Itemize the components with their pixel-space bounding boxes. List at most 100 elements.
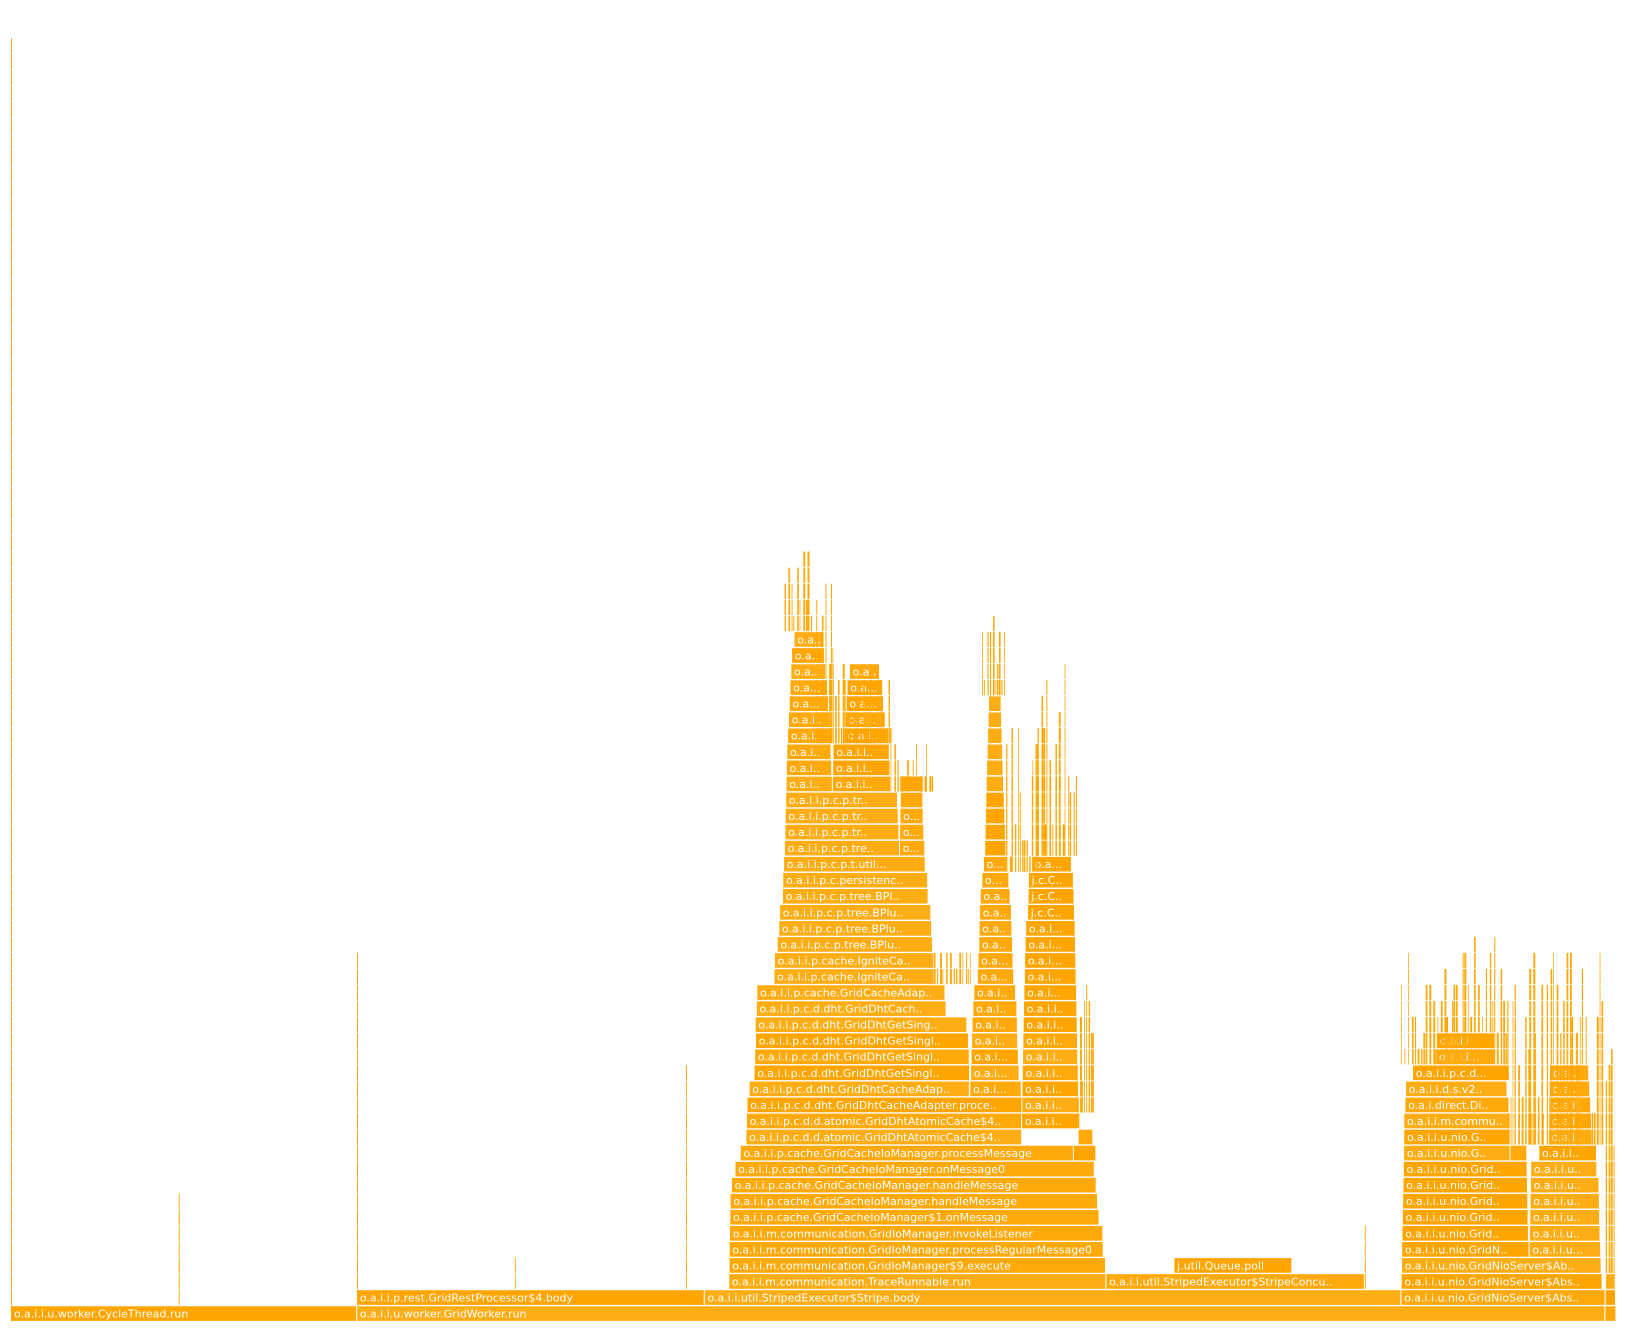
flame-frame-rect[interactable]	[979, 904, 1012, 921]
flame-frame[interactable]: o.a.i..	[785, 775, 833, 792]
flame-frame[interactable]: o.a.i.i.p.c.d.d.atomic.GridDhtAtomicCach…	[745, 1129, 1022, 1145]
flame-frame[interactable]: o.a.i...	[1023, 984, 1077, 1001]
flame-frame-rect[interactable]	[970, 1064, 1020, 1081]
flame-frame-rect[interactable]	[1538, 1145, 1597, 1161]
flame-frame[interactable]: o.a.i.i.p.c.p.tr..	[785, 808, 899, 824]
flame-frame[interactable]: o.a.i.i.p.cache.IgniteCa..	[773, 968, 935, 985]
flame-frame-rect[interactable]	[730, 1193, 1098, 1210]
flame-frame[interactable]	[1078, 1129, 1093, 1145]
flame-frame-rect[interactable]	[985, 808, 1005, 824]
flame-frame-rect[interactable]	[731, 1177, 1097, 1194]
flame-frame[interactable]: o.a.i.i.u.nio.Grid..	[1403, 1161, 1528, 1178]
flame-frame-rect[interactable]	[1022, 1032, 1078, 1049]
flame-frame-rect[interactable]	[971, 1016, 1018, 1033]
flame-frame[interactable]: o.a.i.direct.Di..	[1404, 1097, 1510, 1113]
flame-frame-rect[interactable]	[832, 743, 890, 760]
flame-frame[interactable]: o.a...	[977, 952, 1014, 969]
flame-frame-rect[interactable]	[728, 1273, 1106, 1290]
flame-frame-rect[interactable]	[1401, 1241, 1530, 1258]
flame-frame[interactable]: o...	[899, 840, 925, 857]
flame-frame[interactable]: o.a.i.i.p.c.p.t.util...	[783, 856, 926, 873]
flame-frame[interactable]: o.a.i.i.p.cache.GridCacheIoManager.proce…	[740, 1145, 1074, 1161]
flame-frame-rect[interactable]	[754, 1048, 970, 1065]
flame-frame[interactable]: o.a.i.i..	[1538, 1145, 1597, 1161]
flame-frame-rect[interactable]	[756, 984, 946, 1001]
flame-frame-rect[interactable]	[1509, 1145, 1527, 1161]
flame-frame[interactable]	[987, 727, 1003, 744]
flame-frame[interactable]: j.util.Queue.poll	[1173, 1257, 1292, 1274]
flame-frame[interactable]: o.a.i.i.p.c.d.dht.GridDhtGetSingl..	[754, 1048, 970, 1065]
flame-frame[interactable]: o.a.i.i.p.c.p.tree.BPlu..	[777, 936, 933, 953]
flame-frame[interactable]: o.a.i.i..	[1023, 1016, 1078, 1033]
flame-frame-rect[interactable]	[1105, 1273, 1365, 1290]
flame-frame-rect[interactable]	[984, 840, 1007, 857]
flame-frame[interactable]: o.a.i.i.p.c.d.dht.GridDhtGetSingl..	[755, 1032, 969, 1049]
flame-frame-rect[interactable]	[987, 727, 1003, 744]
flame-frame-rect[interactable]	[1529, 1193, 1600, 1210]
flame-frame[interactable]: o...	[983, 856, 1008, 873]
flame-frame-rect[interactable]	[985, 792, 1005, 808]
flame-frame[interactable]	[986, 759, 1004, 776]
flame-frame-rect[interactable]	[1604, 1305, 1616, 1322]
flame-frame-rect[interactable]	[1022, 1048, 1078, 1065]
flame-frame-rect[interactable]	[970, 1048, 1019, 1065]
flame-frame[interactable]	[1604, 1305, 1616, 1322]
flame-frame-rect[interactable]	[832, 759, 891, 776]
flame-frame-rect[interactable]	[1403, 1145, 1511, 1161]
flame-frame[interactable]: o.a.i.i.u.nio.G..	[1403, 1129, 1510, 1145]
flame-frame[interactable]: o.a.i...	[969, 1080, 1022, 1097]
flame-frame-rect[interactable]	[1022, 1064, 1079, 1081]
flame-frame[interactable]	[984, 840, 1007, 857]
flame-frame-rect[interactable]	[1031, 856, 1072, 873]
flame-frame[interactable]: o...	[899, 824, 924, 841]
flame-frame[interactable]: o.a.i..	[786, 743, 832, 760]
flame-frame[interactable]: o.a.i.i.m.communication.GridIoManager$9.…	[728, 1257, 1106, 1274]
flame-frame[interactable]: o.a.i.i..	[1021, 1113, 1080, 1129]
flame-frame[interactable]: o.a.i.i.p.c.persistenc..	[782, 872, 928, 889]
flame-frame-rect[interactable]	[987, 711, 1002, 728]
flame-frame[interactable]: o.a.i.i.u..	[1530, 1161, 1597, 1178]
flame-frame[interactable]: o.a..	[978, 920, 1013, 937]
flame-frame[interactable]	[900, 775, 923, 792]
flame-frame-rect[interactable]	[972, 1000, 1017, 1017]
flame-frame[interactable]: o.a.i.i.u.worker.CycleThread.run	[10, 1305, 357, 1322]
flame-frame-rect[interactable]	[1402, 1193, 1528, 1210]
flame-frame-rect[interactable]	[981, 872, 1009, 889]
flame-frame-rect[interactable]	[1021, 1113, 1080, 1129]
flame-frame[interactable]	[987, 743, 1003, 760]
flame-frame[interactable]: o.a..	[978, 936, 1013, 953]
flame-frame[interactable]: o.a.i.i.u.worker.GridWorker.run	[356, 1305, 1605, 1322]
flame-frame-rect[interactable]	[986, 759, 1004, 776]
flame-frame[interactable]: o.a.i.i.u.nio.G..	[1403, 1145, 1511, 1161]
flame-frame-rect[interactable]	[899, 840, 925, 857]
flame-frame-rect[interactable]	[1412, 1064, 1510, 1081]
flame-frame-rect[interactable]	[356, 1305, 1605, 1322]
flame-frame-rect[interactable]	[773, 968, 935, 985]
flame-frame[interactable]: o.a...	[977, 968, 1014, 985]
flame-frame[interactable]: o.a.i.i..	[1023, 1000, 1078, 1017]
flame-frame[interactable]: o.a.i.i.m.commu..	[1403, 1113, 1510, 1129]
flame-frame[interactable]: o.a.i.i.d.s.v2..	[1405, 1080, 1508, 1097]
flame-frame[interactable]: o.a.i.i.util.StripedExecutor$Stripe.body	[704, 1289, 1401, 1306]
flame-frame-rect[interactable]	[783, 856, 926, 873]
flame-frame[interactable]: o.a.i.i..	[832, 759, 891, 776]
flame-frame-rect[interactable]	[1078, 1129, 1093, 1145]
flame-frame-rect[interactable]	[793, 631, 824, 648]
flame-frame[interactable]: o.a.i.i.u..	[1529, 1209, 1600, 1226]
flame-frame[interactable]	[1073, 1145, 1096, 1161]
flame-frame[interactable]: o.a..	[791, 647, 825, 664]
flame-frame[interactable]: o.a.i...	[1025, 936, 1076, 953]
flame-frame-rect[interactable]	[786, 743, 832, 760]
flame-frame[interactable]: o.a.i.i.p.cache.GridCacheAdap..	[756, 984, 946, 1001]
flame-frame-rect[interactable]	[728, 1257, 1106, 1274]
flame-frame-rect[interactable]	[729, 1241, 1104, 1258]
flame-frame-rect[interactable]	[1530, 1161, 1597, 1178]
flame-frame[interactable]: j.c.C..	[1028, 872, 1074, 889]
flame-frame[interactable]: o.a..	[790, 663, 826, 680]
flame-frame-rect[interactable]	[1025, 936, 1076, 953]
flame-frame[interactable]: o.a.i.i.p.c.p.tree.BPl..	[782, 888, 929, 905]
flame-frame-rect[interactable]	[845, 711, 886, 728]
flame-frame[interactable]: o.a.i.i.u.nio.Grid..	[1401, 1225, 1529, 1242]
flame-frame-rect[interactable]	[983, 856, 1008, 873]
flame-frame-rect[interactable]	[785, 808, 899, 824]
